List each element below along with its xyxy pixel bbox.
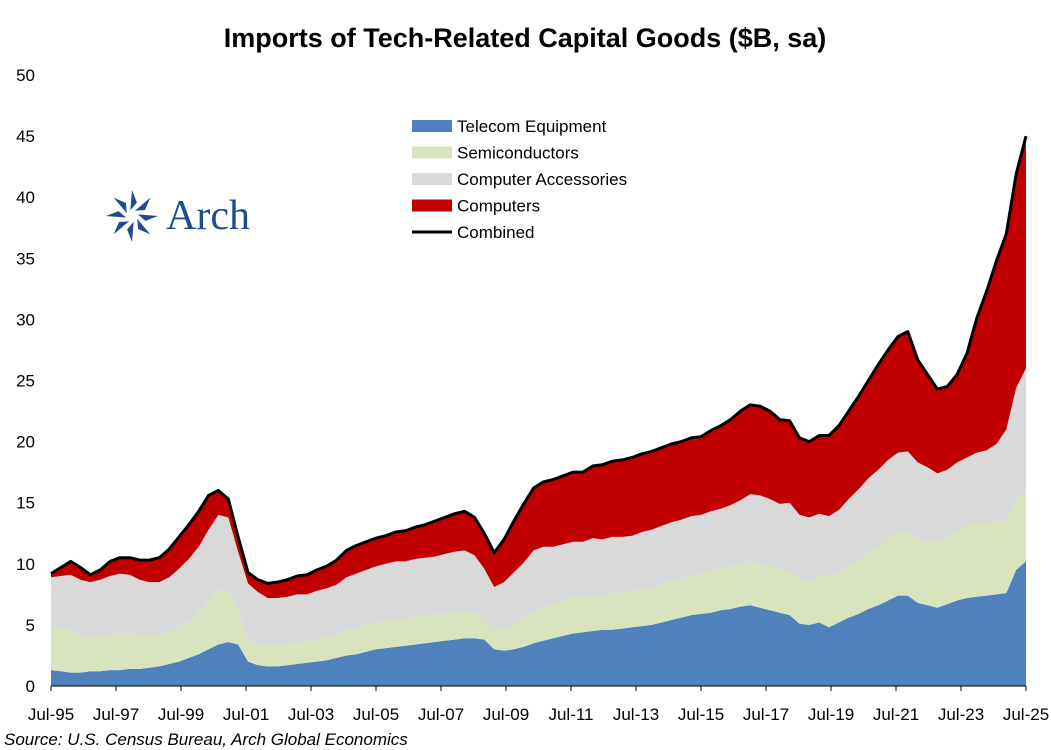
x-tick-label: Jul-07	[418, 705, 464, 724]
area-telecom-equipment	[51, 561, 1026, 686]
logo-star-point	[130, 190, 137, 211]
source-note: Source: U.S. Census Bureau, Arch Global …	[4, 730, 408, 749]
y-tick-label: 40	[16, 188, 35, 207]
y-tick-label: 15	[16, 494, 35, 513]
logo-star-point	[113, 221, 130, 235]
legend-label: Combined	[457, 223, 535, 242]
x-tick-label: Jul-99	[158, 705, 204, 724]
area-series	[51, 136, 1026, 686]
x-tick-label: Jul-95	[28, 705, 74, 724]
area-computers	[51, 136, 1026, 598]
x-tick-label: Jul-97	[93, 705, 139, 724]
logo-star-point	[113, 197, 127, 214]
legend-label: Computer Accessories	[457, 170, 627, 189]
x-tick-label: Jul-17	[743, 705, 789, 724]
x-axis-ticks: Jul-95 Jul-97 Jul-99 Jul-01 Jul-03 Jul-05 Jul-…	[28, 686, 1049, 724]
x-tick-label: Jul-15	[678, 705, 724, 724]
x-tick-label: Jul-25	[1003, 705, 1049, 724]
x-tick-label: Jul-11	[548, 705, 593, 724]
x-tick-label: Jul-19	[808, 705, 854, 724]
y-tick-label: 50	[16, 66, 35, 85]
x-tick-label: Jul-03	[288, 705, 334, 724]
x-tick-label: Jul-05	[353, 705, 399, 724]
y-tick-label: 30	[16, 310, 35, 329]
chart-title: Imports of Tech-Related Capital Goods ($…	[224, 23, 827, 53]
logo-text: Arch	[166, 193, 250, 239]
x-tick-label: Jul-21	[873, 705, 919, 724]
y-tick-label: 25	[16, 372, 35, 391]
arch-logo: Arch	[106, 190, 250, 242]
y-tick-label: 0	[26, 677, 35, 696]
y-tick-label: 10	[16, 555, 35, 574]
legend-label: Semiconductors	[457, 144, 579, 163]
x-tick-label: Jul-09	[483, 705, 529, 724]
y-tick-label: 20	[16, 433, 35, 452]
legend: Telecom Equipment Semiconductors Computer …	[412, 117, 627, 242]
star-icon	[106, 190, 158, 242]
legend-label: Telecom Equipment	[457, 117, 607, 136]
legend-swatch	[412, 199, 452, 212]
x-tick-label: Jul-01	[223, 705, 269, 724]
area-semiconductors	[51, 490, 1026, 673]
logo-star-point	[137, 214, 158, 221]
x-tick-label: Jul-23	[938, 705, 984, 724]
logo-star-point	[134, 197, 151, 211]
y-tick-label: 45	[16, 127, 35, 146]
legend-swatch	[412, 146, 452, 159]
logo-star-point	[137, 218, 151, 235]
logo-star-point	[106, 211, 127, 218]
logo-star-point	[127, 221, 134, 242]
legend-swatch	[412, 173, 452, 185]
y-tick-label: 5	[26, 616, 35, 635]
legend-label: Computers	[457, 197, 540, 216]
area-computer-accessories	[51, 368, 1026, 647]
legend-swatch	[412, 120, 452, 132]
x-tick-label: Jul-13	[613, 705, 659, 724]
y-tick-label: 35	[16, 249, 35, 268]
combined-line	[50, 135, 1028, 585]
y-axis-ticks: 0 5 10 15 20 25 30 35 40 45 50	[16, 66, 35, 696]
combined-series-line	[50, 135, 1028, 585]
